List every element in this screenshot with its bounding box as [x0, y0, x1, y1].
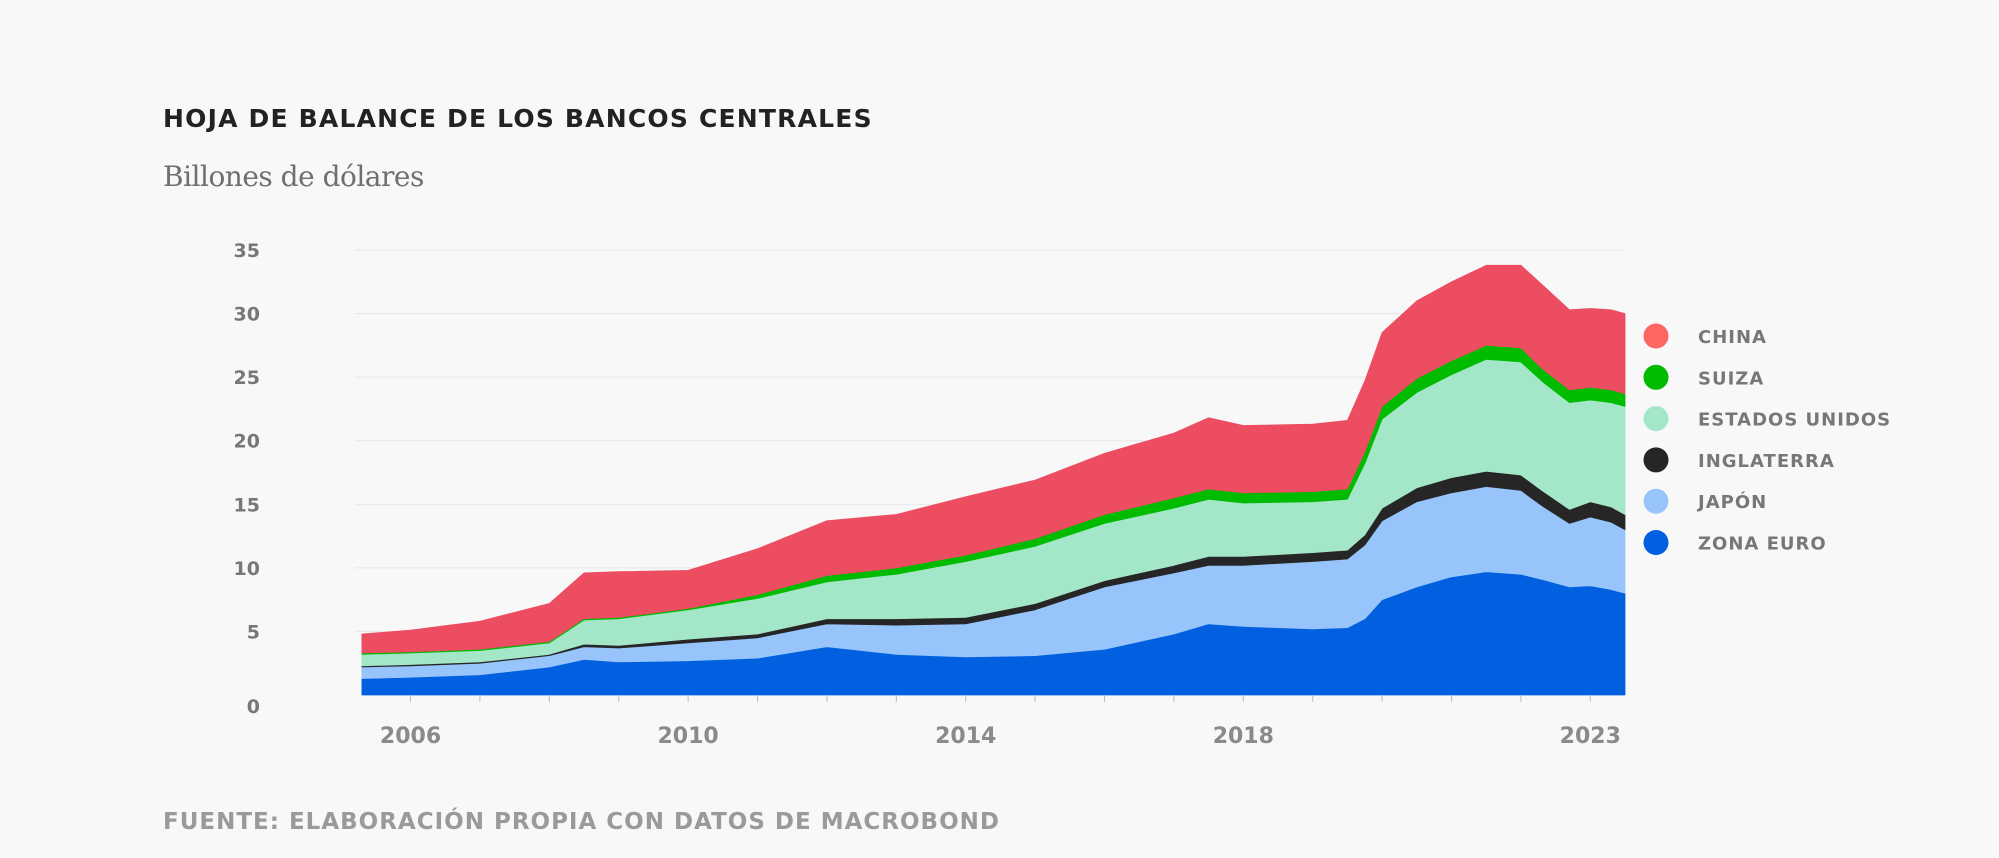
area-series — [361, 264, 1626, 696]
y-tick-label-25: 25 — [234, 367, 260, 389]
x-tick-label-2006: 2006 — [380, 724, 441, 749]
legend-swatch-inglaterra — [1643, 447, 1669, 473]
area-china — [361, 264, 1626, 654]
x-tick-label-2018: 2018 — [1213, 724, 1274, 749]
legend-swatch-suiza — [1643, 364, 1669, 390]
x-tick-label-2014: 2014 — [935, 724, 996, 749]
legend-label-zona-euro: ZONA EURO — [1698, 534, 1827, 555]
y-tick-label-20: 20 — [234, 431, 260, 453]
x-tick-label-2010: 2010 — [657, 724, 718, 749]
y-axis-labels: 0 5 10 15 20 25 30 35 — [234, 240, 260, 718]
x-axis-ticks — [410, 695, 1591, 702]
legend-swatch-zona-euro — [1643, 530, 1669, 555]
x-tick-label-2023: 2023 — [1560, 724, 1621, 749]
source-note: FUENTE: ELABORACIÓN PROPIA CON DATOS DE … — [163, 809, 1000, 835]
legend-label-china: CHINA — [1698, 327, 1767, 348]
chart-subtitle: Billones de dólares — [163, 160, 424, 193]
legend-label-jap-n: JAPÓN — [1696, 491, 1767, 513]
legend: CHINA SUIZA ESTADOS UNIDOS INGLATERRA JAPÓN Z… — [1643, 323, 1891, 555]
legend-label-estados-unidos: ESTADOS UNIDOS — [1698, 410, 1891, 431]
legend-swatch-china — [1643, 323, 1669, 349]
y-tick-label-30: 30 — [234, 304, 260, 326]
y-tick-label-10: 10 — [234, 558, 260, 580]
chart-title: HOJA DE BALANCE DE LOS BANCOS CENTRALES — [163, 104, 873, 133]
legend-swatch-estados-unidos — [1643, 406, 1669, 432]
x-axis-labels: 2006 2010 2014 2018 2023 — [380, 724, 1621, 749]
y-tick-label-0: 0 — [247, 696, 260, 718]
y-tick-label-5: 5 — [247, 621, 260, 643]
legend-swatch-jap-n — [1643, 488, 1669, 514]
y-tick-label-15: 15 — [234, 494, 260, 516]
legend-label-inglaterra: INGLATERRA — [1698, 451, 1835, 472]
legend-label-suiza: SUIZA — [1698, 368, 1764, 389]
y-tick-label-35: 35 — [234, 240, 260, 262]
